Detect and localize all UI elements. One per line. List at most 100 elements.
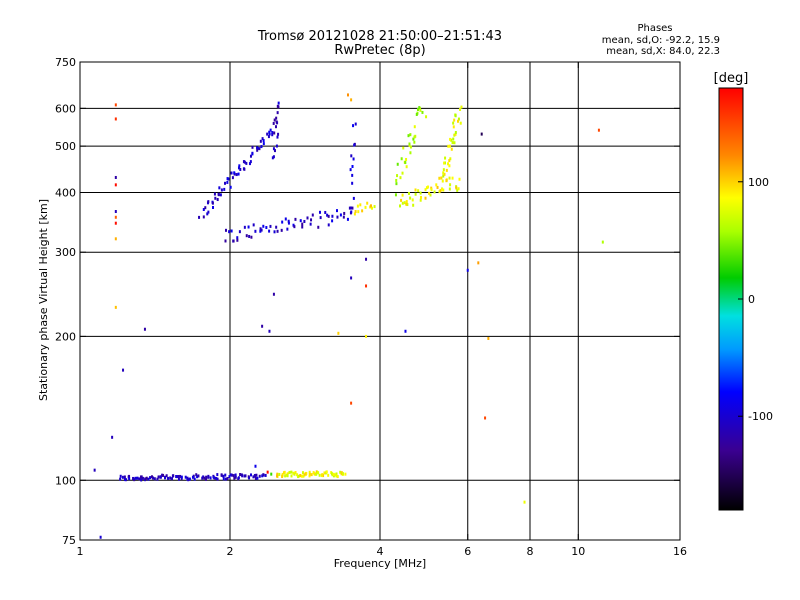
echo-point	[114, 215, 117, 219]
echo-point	[285, 473, 288, 477]
echo-point	[114, 305, 117, 309]
echo-point	[224, 181, 227, 185]
echo-point	[297, 474, 300, 478]
echo-point	[417, 189, 420, 193]
echo-point	[188, 477, 191, 481]
echo-point	[317, 225, 320, 229]
echo-point	[353, 143, 356, 147]
echo-point	[217, 193, 220, 197]
echo-point	[211, 201, 214, 205]
echo-point	[114, 103, 117, 107]
echo-point	[145, 476, 148, 480]
echo-point	[335, 209, 338, 213]
echo-point	[413, 140, 416, 144]
echo-point	[303, 219, 306, 223]
echo-point	[272, 121, 275, 125]
x-tick-label: 4	[377, 545, 384, 558]
echo-point	[352, 157, 355, 161]
echo-point	[123, 478, 126, 482]
echo-point	[205, 475, 208, 479]
echo-point	[229, 185, 232, 189]
echo-point	[228, 475, 231, 479]
echo-point	[405, 202, 408, 206]
y-tick-label: 600	[55, 102, 76, 115]
echo-point	[202, 475, 205, 479]
echo-point	[236, 236, 239, 240]
echo-point	[114, 183, 117, 187]
echo-point	[230, 229, 233, 233]
echo-point	[332, 472, 335, 476]
echo-point	[466, 268, 469, 272]
echo-point	[177, 474, 180, 478]
echo-point	[315, 472, 318, 476]
echo-point	[268, 229, 271, 233]
echo-point	[249, 160, 252, 164]
echo-point	[323, 471, 326, 475]
echo-point	[268, 329, 271, 333]
echo-point	[252, 475, 255, 479]
echo-point	[153, 477, 156, 481]
echo-point	[458, 177, 461, 181]
echo-point	[209, 476, 212, 480]
echo-point	[193, 477, 196, 481]
echo-point	[207, 210, 210, 214]
echo-point	[220, 473, 223, 477]
echo-point	[340, 471, 343, 475]
echo-point	[114, 221, 117, 225]
echo-point	[268, 130, 271, 134]
echo-point	[269, 128, 272, 132]
echo-point	[404, 161, 407, 165]
echo-point	[237, 172, 240, 176]
echo-point	[248, 234, 251, 238]
echo-point	[448, 176, 451, 180]
phase-stats-o: mean, sd,O: -92.2, 15.9	[602, 35, 720, 46]
echo-point	[239, 167, 242, 171]
echo-point	[313, 472, 316, 476]
echo-point	[327, 223, 330, 227]
echo-point	[480, 132, 483, 136]
echo-point	[114, 175, 117, 179]
echo-point	[276, 104, 279, 108]
echo-point	[414, 192, 417, 196]
echo-point	[150, 475, 153, 479]
echo-point	[243, 474, 246, 478]
x-axis-label: Frequency [MHz]	[334, 557, 426, 570]
echo-point	[276, 135, 279, 139]
echo-point	[212, 205, 215, 209]
echo-point	[454, 131, 457, 135]
echo-point	[399, 204, 402, 208]
echo-point	[448, 164, 451, 168]
echo-point	[440, 176, 443, 180]
echo-point	[351, 164, 354, 168]
echo-point	[245, 234, 248, 238]
echo-point	[262, 224, 265, 228]
echo-point	[425, 186, 428, 190]
echo-point	[238, 230, 241, 234]
echo-point	[254, 474, 257, 478]
echo-point	[275, 116, 278, 120]
echo-point	[401, 201, 404, 205]
echo-point	[339, 470, 342, 474]
echo-point	[156, 477, 159, 481]
echo-point	[254, 464, 257, 468]
echo-point	[421, 110, 424, 114]
echo-point	[414, 188, 417, 192]
echo-point	[114, 117, 117, 121]
echo-point	[401, 193, 404, 197]
echo-point	[395, 182, 398, 186]
echo-point	[114, 210, 117, 214]
echo-point	[457, 187, 460, 191]
echo-point	[251, 145, 254, 149]
echo-point	[121, 475, 124, 479]
y-tick-label: 300	[55, 246, 76, 259]
echo-point	[240, 473, 243, 477]
echo-point	[309, 222, 312, 226]
colorbar-tick-label: 0	[748, 293, 755, 306]
echo-point	[268, 132, 271, 136]
echo-point	[234, 475, 237, 479]
echo-point	[403, 201, 406, 205]
echo-point	[251, 152, 254, 156]
echo-point	[332, 474, 335, 478]
echo-point	[222, 474, 225, 478]
echo-point	[227, 177, 230, 181]
